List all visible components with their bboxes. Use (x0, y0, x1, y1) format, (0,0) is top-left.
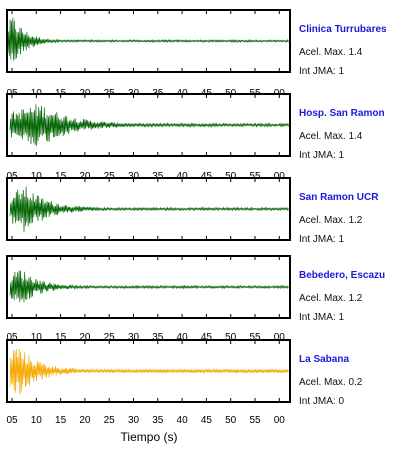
waveform-trace (9, 104, 289, 146)
station-name: La Sabana (299, 354, 349, 365)
station-panel: 05 10 15 20 25 30 35 40 45 50 55 00 Bebedero, Escazu… (6, 255, 385, 343)
x-tick-label: 30 (128, 171, 140, 182)
x-tick-label: 40 (177, 332, 189, 343)
x-tick-label: 15 (55, 332, 67, 343)
x-tick-label: 00 (274, 332, 286, 343)
x-tick-label: 10 (31, 332, 43, 343)
station-panel: 051015202530354045505500Clinica Turrubar… (6, 9, 387, 99)
x-tick-label: 05 (6, 171, 18, 182)
x-tick-label: 55 (249, 332, 261, 343)
x-tick-label: 15 (55, 171, 67, 182)
x-tick-label: 10 (31, 415, 43, 426)
x-tick-label: 25 (104, 332, 116, 343)
station-name: Clinica Turrubares (299, 24, 387, 35)
x-tick-label: 05 (6, 415, 18, 426)
x-tick-label: 20 (79, 332, 91, 343)
x-tick-label: 15 (55, 415, 67, 426)
acel-max-value: Acel. Max. 1.4 (299, 131, 363, 142)
station-name: San Ramon UCR (299, 192, 379, 203)
acel-max-value: Acel. Max. 1.2 (299, 293, 363, 304)
x-tick-label: 20 (79, 171, 91, 182)
station-panel: 051015202530354045505500San Ramon UCRAce… (6, 177, 379, 265)
x-tick-label: 45 (201, 332, 213, 343)
waveform-trace (9, 270, 289, 303)
station-panel: 05 10 15 20 25 30 35 40 45 50 55 00 La Sabana Acel. M… (6, 339, 363, 426)
x-tick-label: 40 (177, 171, 189, 182)
x-tick-label: 00 (274, 415, 286, 426)
x-tick-label: 00 (274, 171, 286, 182)
x-tick-label: 35 (152, 171, 164, 182)
acel-max-value: Acel. Max. 0.2 (299, 377, 363, 388)
x-tick-label: 40 (177, 415, 189, 426)
acel-max-value: Acel. Max. 1.2 (299, 215, 363, 226)
station-panel: 05 10 15 20 25 30 35 40 45 50 55 00 Hosp. San Ramon A… (6, 93, 385, 182)
station-name: Hosp. San Ramon (299, 108, 385, 119)
x-tick-label: 25 (104, 171, 116, 182)
x-tick-label: 55 (249, 415, 261, 426)
x-tick-label: 25 (104, 415, 116, 426)
x-tick-label: 20 (79, 415, 91, 426)
x-tick-label: 35 (152, 332, 164, 343)
station-name: Bebedero, Escazu (299, 270, 385, 281)
x-tick-label: 05 (6, 332, 18, 343)
int-jma-value: Int JMA: 1 (299, 312, 344, 323)
x-tick-label: 50 (225, 332, 237, 343)
x-tick-label: 45 (201, 171, 213, 182)
x-tick-label: 10 (31, 171, 43, 182)
waveform-trace (9, 348, 289, 395)
x-tick-label: 30 (128, 415, 140, 426)
x-tick-label: 45 (201, 415, 213, 426)
waveform-trace (7, 17, 290, 61)
waveform-trace (9, 186, 289, 233)
acel-max-value: Acel. Max. 1.4 (299, 47, 363, 58)
x-tick-label: 55 (249, 171, 261, 182)
int-jma-value: Int JMA: 0 (299, 396, 344, 407)
int-jma-value: Int JMA: 1 (299, 66, 344, 77)
x-tick-label: 30 (128, 332, 140, 343)
int-jma-value: Int JMA: 1 (299, 150, 344, 161)
x-tick-label: 50 (225, 171, 237, 182)
x-tick-label: 50 (225, 415, 237, 426)
x-tick-label: 35 (152, 415, 164, 426)
x-axis-label: Tiempo (s) (121, 430, 178, 444)
int-jma-value: Int JMA: 1 (299, 234, 344, 245)
